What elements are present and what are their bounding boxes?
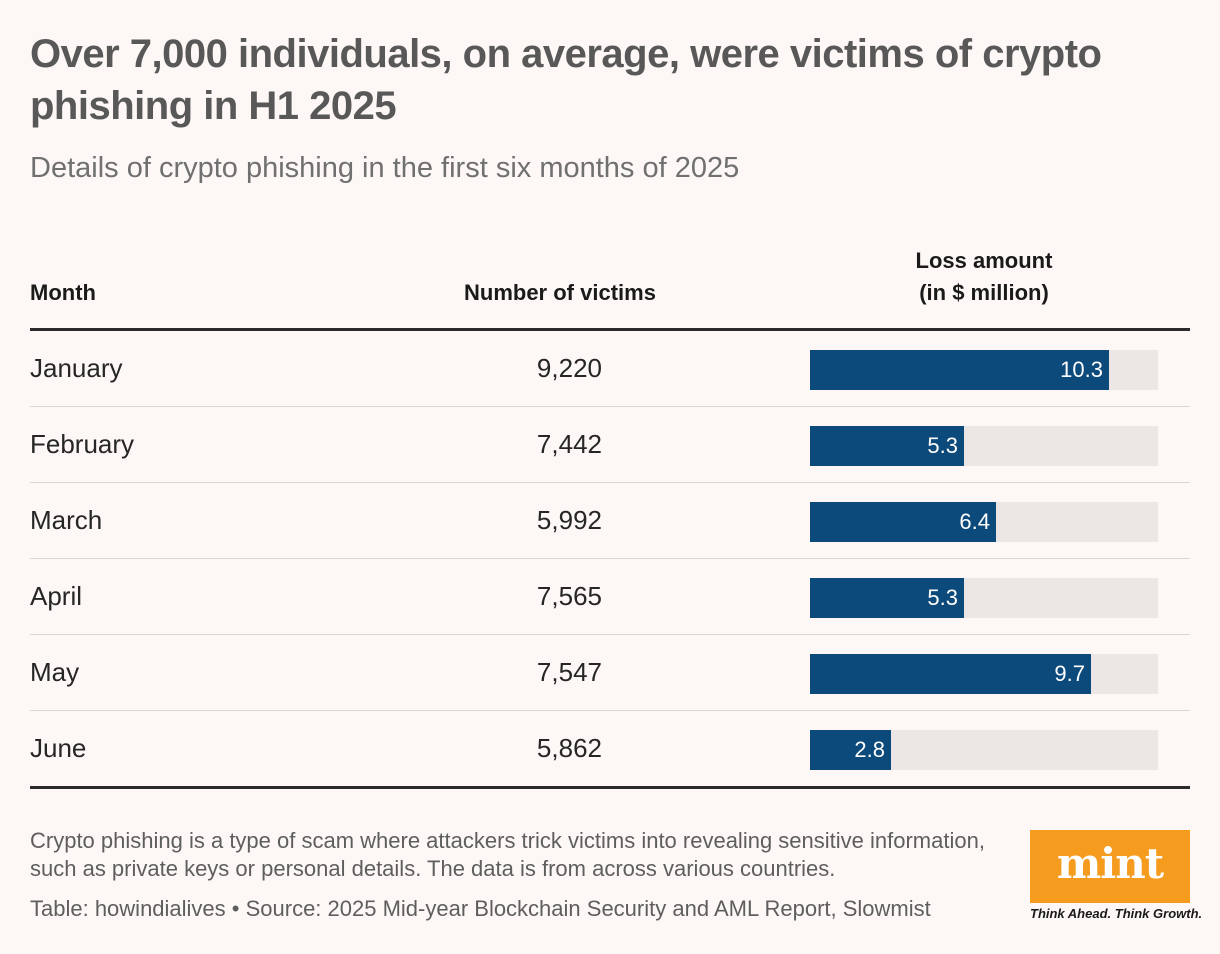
footnote: Crypto phishing is a type of scam where …: [30, 828, 985, 881]
column-header-loss-line1: Loss amount: [915, 248, 1053, 273]
table-bottom-rule: [30, 786, 1190, 789]
month-cell: January: [30, 353, 123, 383]
column-header-loss-line2: (in $ million): [919, 280, 1049, 305]
month-cell: March: [30, 505, 103, 535]
row-divider: [30, 406, 1190, 407]
table-row: January 9,220 10.3: [30, 331, 1190, 407]
table-row: June 5,862 2.8: [30, 711, 1190, 787]
month-cell: June: [30, 733, 87, 763]
table-row: April 7,565 5.3: [30, 559, 1190, 635]
chart-subtitle: Details of crypto phishing in the first …: [30, 152, 740, 184]
loss-bar-track: 6.4: [810, 502, 1158, 542]
loss-bar-track: 5.3: [810, 426, 1158, 466]
loss-bar: 9.7: [810, 654, 1091, 694]
loss-bar-label: 5.3: [927, 585, 958, 610]
table-row: May 7,547 9.7: [30, 635, 1190, 711]
loss-bar: 6.4: [810, 502, 996, 542]
mint-logo: mint: [1030, 830, 1190, 903]
month-cell: April: [30, 581, 83, 611]
loss-bar-label: 10.3: [1060, 357, 1103, 382]
loss-bar-track: 2.8: [810, 730, 1158, 770]
table-top-rule: [30, 328, 1190, 331]
column-header-loss: Loss amount (in $ million): [880, 245, 1088, 309]
chart-title: Over 7,000 individuals, on average, were…: [30, 32, 1102, 128]
loss-bar: 2.8: [810, 730, 891, 770]
loss-bar-label: 9.7: [1054, 661, 1085, 686]
loss-bar: 5.3: [810, 578, 964, 618]
row-divider: [30, 482, 1190, 483]
loss-bar-label: 2.8: [854, 737, 885, 762]
loss-bar-label: 6.4: [959, 509, 990, 534]
victims-cell: 5,992: [536, 505, 602, 535]
loss-bar: 5.3: [810, 426, 964, 466]
month-cell: May: [30, 657, 80, 687]
loss-bar-label: 5.3: [927, 433, 958, 458]
victims-cell: 7,442: [536, 429, 602, 459]
source-line: Table: howindialives • Source: 2025 Mid-…: [30, 896, 931, 921]
column-header-victims: Number of victims: [464, 280, 656, 305]
loss-bar-track: 9.7: [810, 654, 1158, 694]
loss-bar-track: 5.3: [810, 578, 1158, 618]
row-divider: [30, 710, 1190, 711]
victims-cell: 5,862: [536, 733, 602, 763]
column-header-month: Month: [30, 280, 96, 305]
row-divider: [30, 634, 1190, 635]
logo-tagline: Think Ahead. Think Growth.: [1030, 906, 1203, 921]
loss-bar: 10.3: [810, 350, 1109, 390]
victims-cell: 7,547: [536, 657, 602, 687]
loss-bar-track: 10.3: [810, 350, 1158, 390]
mint-logo-wordmark: mint: [1056, 839, 1164, 888]
victims-cell: 7,565: [536, 581, 602, 611]
victims-cell: 9,220: [536, 353, 602, 383]
row-divider: [30, 558, 1190, 559]
table-row: March 5,992 6.4: [30, 483, 1190, 559]
table-row: February 7,442 5.3: [30, 407, 1190, 483]
month-cell: February: [30, 429, 135, 459]
